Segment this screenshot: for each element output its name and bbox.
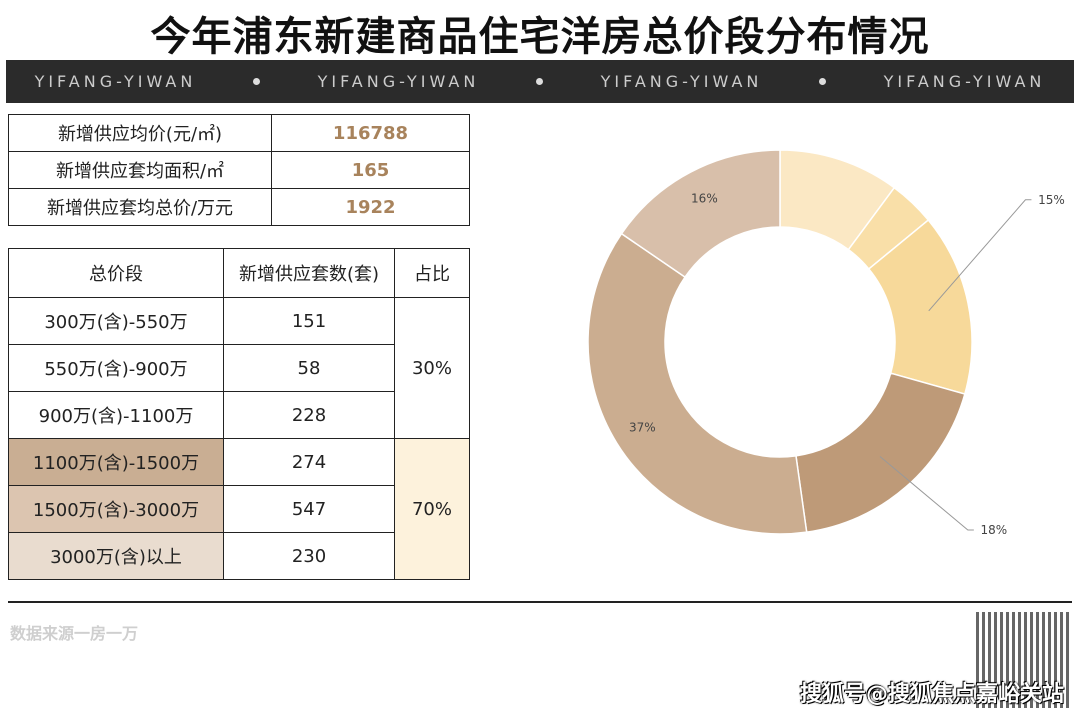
count-cell: 58 (223, 344, 395, 392)
count-cell: 547 (223, 485, 395, 533)
banner-text: YIFANG-YIWAN (317, 72, 480, 91)
summary-value: 165 (271, 151, 470, 189)
divider (8, 601, 1072, 603)
count-cell: 228 (223, 391, 395, 439)
range-cell: 550万(含)-900万 (8, 344, 224, 392)
page-title: 今年浦东新建商品住宅洋房总价段分布情况 (150, 14, 930, 60)
dot-icon (819, 78, 827, 85)
header-share: 占比 (394, 248, 470, 298)
header-range: 总价段 (8, 248, 224, 298)
share-cell: 70% (394, 438, 470, 580)
slice-label: 18% (981, 523, 1008, 537)
dot-icon (253, 78, 261, 85)
summary-value: 1922 (271, 188, 470, 226)
range-cell: 3000万(含)以上 (8, 532, 224, 580)
summary-value: 116788 (271, 114, 470, 152)
count-cell: 151 (223, 297, 395, 345)
watermark: 搜狐号@搜狐焦点嘉峪关站 (800, 682, 1065, 707)
header-count: 新增供应套数(套) (223, 248, 395, 298)
donut-slice (620, 149, 781, 279)
range-cell: 1500万(含)-3000万 (8, 485, 224, 533)
price-band-table: 总价段 新增供应套数(套) 占比 300万(含)-550万 151 30% 550万(含… (8, 248, 470, 580)
donut-slice (587, 232, 808, 535)
banner-text: YIFANG-YIWAN (34, 72, 197, 91)
banner-text: YIFANG-YIWAN (600, 72, 763, 91)
donut-chart: 15% 18% 37% 16% (587, 149, 1065, 537)
summary-label: 新增供应套均总价/万元 (8, 188, 272, 226)
source-note: 数据来源一房一万 (10, 624, 139, 643)
leader-line (928, 199, 1032, 312)
slice-label: 16% (691, 192, 718, 206)
share-cell: 30% (394, 297, 470, 439)
range-cell: 1100万(含)-1500万 (8, 438, 224, 486)
brand-banner: YIFANG-YIWAN YIFANG-YIWAN YIFANG-YIWAN Y… (6, 60, 1074, 103)
summary-label: 新增供应均价(元/㎡) (8, 114, 272, 152)
range-cell: 300万(含)-550万 (8, 297, 224, 345)
summary-label: 新增供应套均面积/㎡ (8, 151, 272, 189)
donut-slice (795, 372, 966, 533)
range-cell: 900万(含)-1100万 (8, 391, 224, 439)
count-cell: 230 (223, 532, 395, 580)
slice-label: 15% (1038, 193, 1065, 207)
leader-line (879, 456, 974, 531)
count-cell: 274 (223, 438, 395, 486)
qr-code (976, 612, 1072, 708)
banner-text: YIFANG-YIWAN (883, 72, 1046, 91)
summary-table: 新增供应均价(元/㎡) 116788 新增供应套均面积/㎡ 165 新增供应套均总价… (8, 114, 470, 226)
slice-label: 37% (629, 420, 656, 434)
dot-icon (536, 78, 544, 85)
